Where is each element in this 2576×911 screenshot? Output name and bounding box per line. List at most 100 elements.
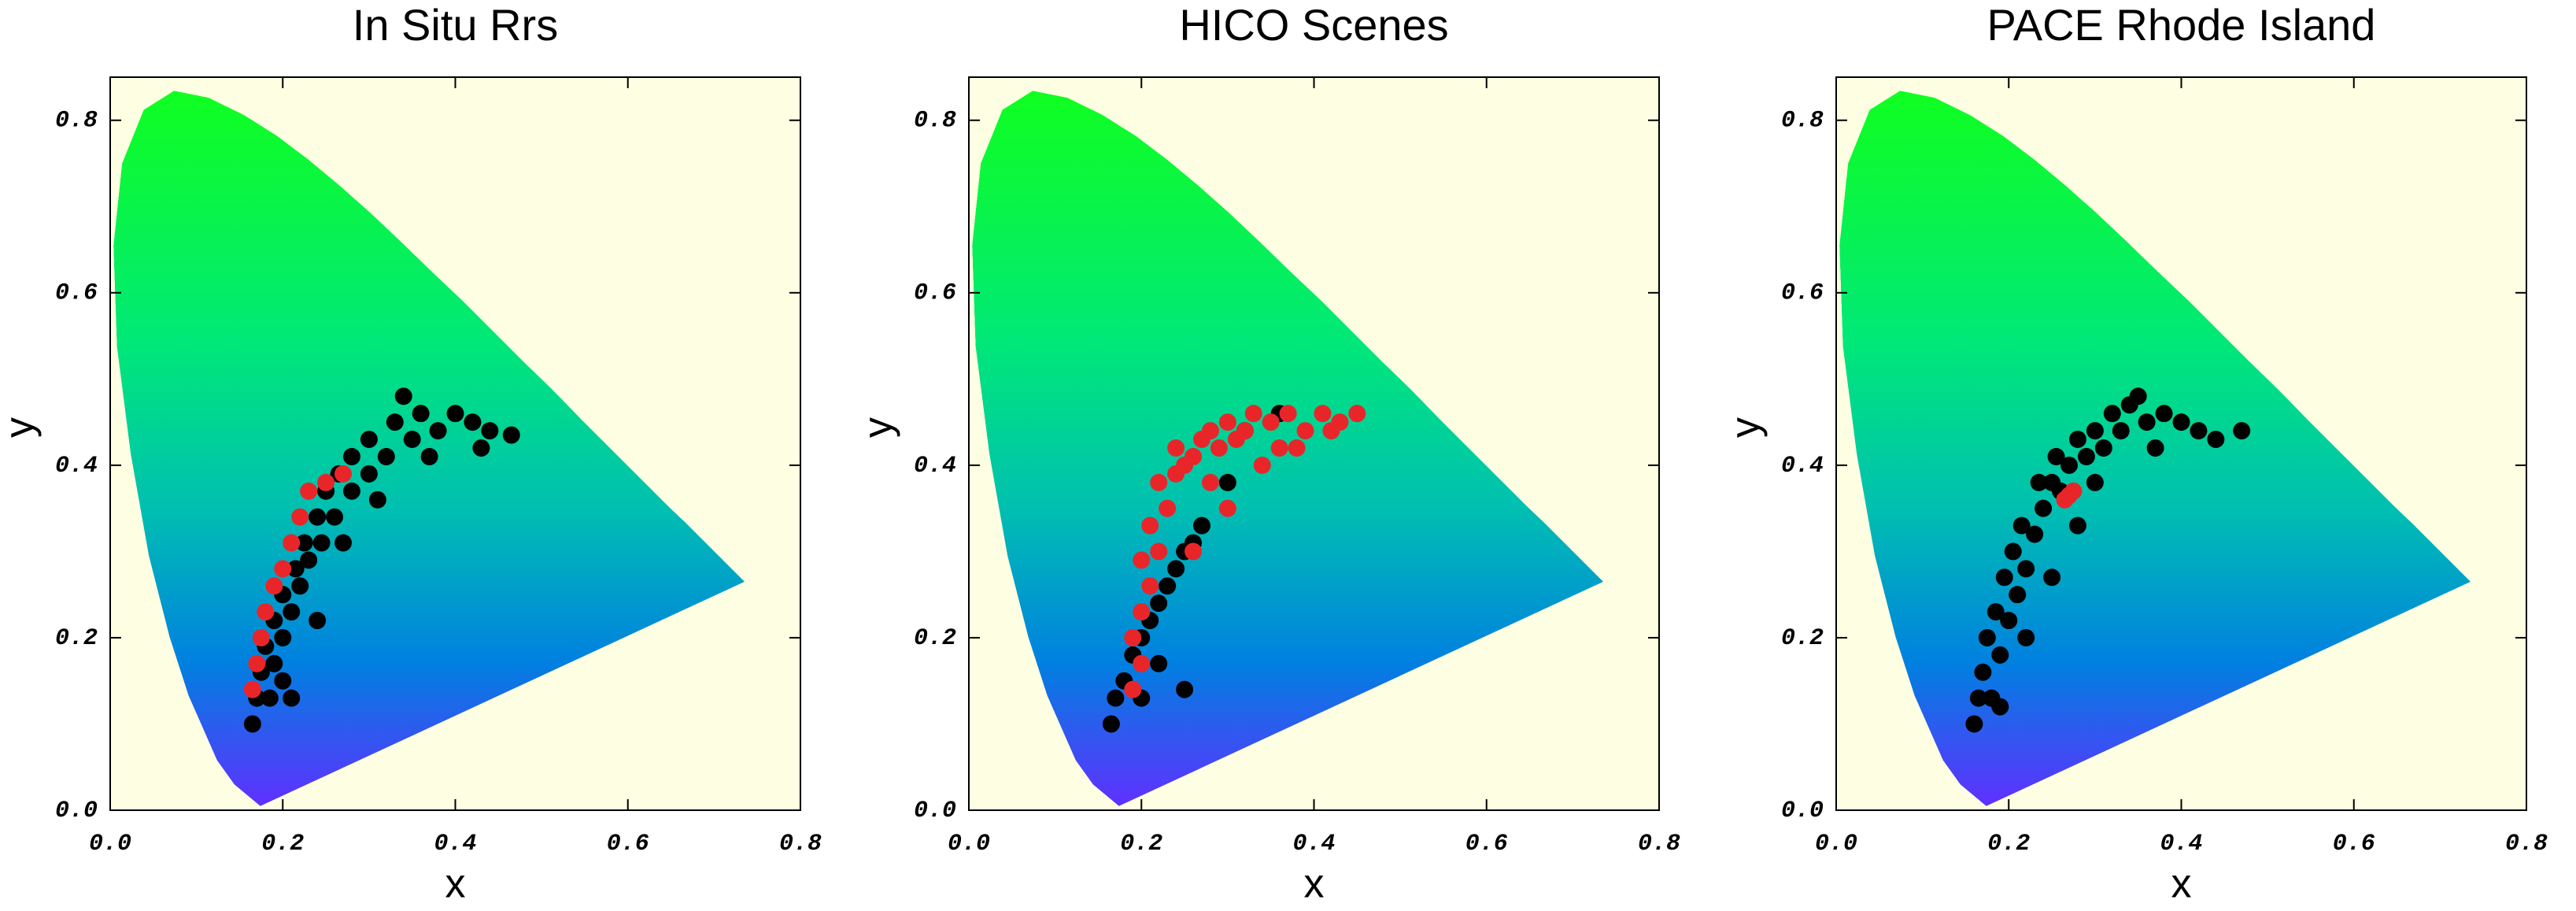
y-tick-label: 0.6 bbox=[1781, 280, 1824, 307]
scatter-point bbox=[248, 654, 266, 672]
scatter-point bbox=[2129, 387, 2147, 406]
scatter-point bbox=[1218, 413, 1236, 431]
scatter-point bbox=[2064, 482, 2083, 500]
scatter-point bbox=[317, 473, 335, 491]
scatter-point bbox=[1965, 715, 1983, 733]
scatter-point bbox=[1974, 663, 1992, 681]
scatter-point bbox=[1244, 405, 1262, 423]
scatter-point bbox=[283, 534, 301, 552]
scatter-point bbox=[2035, 499, 2053, 517]
scatter-point bbox=[394, 387, 412, 406]
scatter-point bbox=[1201, 473, 1219, 491]
scatter-point bbox=[1262, 413, 1280, 431]
scatter-point bbox=[2086, 473, 2104, 491]
scatter-point bbox=[1150, 594, 1168, 613]
x-tick-label: 0.6 bbox=[2333, 831, 2375, 857]
x-tick-label: 0.4 bbox=[2160, 831, 2202, 857]
scatter-point bbox=[1102, 715, 1120, 733]
scatter-point bbox=[1322, 422, 1340, 440]
x-tick-label: 0.0 bbox=[89, 831, 131, 857]
scatter-point bbox=[1236, 422, 1254, 440]
scatter-point bbox=[274, 672, 292, 690]
scatter-point bbox=[2047, 447, 2065, 465]
scatter-point bbox=[265, 577, 283, 595]
scatter-point bbox=[403, 431, 421, 449]
scatter-point bbox=[1201, 422, 1219, 440]
scatter-point bbox=[2094, 439, 2112, 457]
scatter-point bbox=[502, 426, 520, 444]
scatter-point bbox=[309, 508, 327, 526]
scatter-point bbox=[252, 628, 270, 646]
scatter-point bbox=[2004, 543, 2022, 561]
scatter-point bbox=[2138, 413, 2156, 431]
scatter-point bbox=[1253, 456, 1271, 474]
y-tick-label: 0.6 bbox=[914, 280, 956, 307]
scatter-point bbox=[2077, 447, 2095, 465]
y-tick-label: 0.2 bbox=[1781, 625, 1824, 652]
y-axis-label: y bbox=[856, 417, 901, 438]
scatter-point bbox=[300, 482, 318, 500]
scatter-point bbox=[1167, 560, 1185, 578]
scatter-point bbox=[386, 413, 404, 431]
y-tick-label: 0.0 bbox=[55, 798, 98, 824]
y-tick-label: 0.2 bbox=[55, 625, 98, 652]
scatter-point bbox=[481, 422, 499, 440]
scatter-point bbox=[283, 689, 301, 707]
scatter-point bbox=[274, 560, 292, 578]
y-tick-label: 0.8 bbox=[914, 108, 956, 135]
scatter-point bbox=[1192, 517, 1210, 535]
scatter-point bbox=[2112, 422, 2130, 440]
scatter-point bbox=[274, 628, 292, 646]
scatter-point bbox=[1133, 603, 1151, 621]
scatter-point bbox=[1185, 543, 1203, 561]
scatter-point bbox=[1296, 422, 1314, 440]
x-tick-label: 0.6 bbox=[607, 831, 649, 857]
scatter-point bbox=[1348, 405, 1366, 423]
x-tick-label: 0.6 bbox=[1465, 831, 1508, 857]
scatter-point bbox=[1270, 439, 1288, 457]
scatter-point bbox=[1991, 698, 2009, 716]
scatter-point bbox=[2155, 405, 2173, 423]
scatter-point bbox=[2000, 612, 2018, 630]
scatter-point bbox=[342, 482, 360, 500]
y-axis-label: y bbox=[0, 417, 43, 438]
scatter-point bbox=[1279, 405, 1297, 423]
scatter-point bbox=[257, 603, 275, 621]
scatter-point bbox=[243, 715, 261, 733]
scatter-point bbox=[1176, 680, 1194, 698]
scatter-point bbox=[1124, 628, 1142, 646]
scatter-point bbox=[472, 439, 490, 457]
scatter-point bbox=[300, 551, 318, 569]
scatter-point bbox=[291, 577, 309, 595]
x-tick-label: 0.2 bbox=[261, 831, 304, 857]
scatter-point bbox=[326, 508, 344, 526]
scatter-point bbox=[2103, 405, 2121, 423]
scatter-point bbox=[1150, 543, 1168, 561]
x-tick-label: 0.4 bbox=[1292, 831, 1335, 857]
scatter-point bbox=[2060, 456, 2078, 474]
y-tick-label: 0.4 bbox=[914, 453, 956, 480]
x-tick-label: 0.0 bbox=[948, 831, 990, 857]
scatter-point bbox=[2030, 473, 2048, 491]
x-tick-label: 0.4 bbox=[434, 831, 476, 857]
scatter-point bbox=[1159, 499, 1177, 517]
scatter-point bbox=[1288, 439, 1306, 457]
scatter-point bbox=[283, 603, 301, 621]
scatter-point bbox=[261, 689, 279, 707]
scatter-point bbox=[1167, 439, 1185, 457]
chart-title: PACE Rhode Island bbox=[1987, 0, 2376, 50]
scatter-point bbox=[2009, 586, 2027, 604]
scatter-point bbox=[1987, 603, 2005, 621]
scatter-point bbox=[412, 405, 430, 423]
scatter-point bbox=[429, 422, 447, 440]
scatter-point bbox=[1159, 577, 1177, 595]
y-tick-label: 0.0 bbox=[914, 798, 956, 824]
scatter-point bbox=[334, 534, 352, 552]
scatter-point bbox=[2012, 517, 2031, 535]
x-tick-label: 0.2 bbox=[1987, 831, 2030, 857]
scatter-point bbox=[2172, 413, 2190, 431]
scatter-point bbox=[360, 431, 378, 449]
y-tick-label: 0.4 bbox=[55, 453, 98, 480]
scatter-point bbox=[2190, 422, 2208, 440]
